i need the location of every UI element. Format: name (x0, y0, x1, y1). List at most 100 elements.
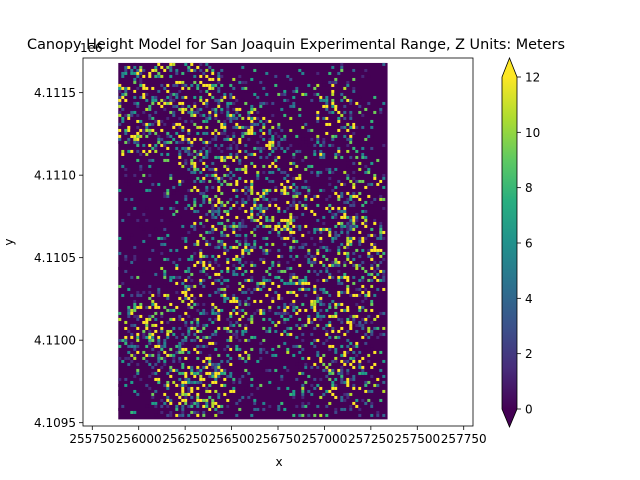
raster-cell (352, 170, 356, 174)
raster-cell (298, 371, 302, 375)
raster-cell (121, 119, 125, 123)
raster-cell (232, 299, 236, 303)
raster-cell (160, 104, 164, 108)
raster-cell (262, 131, 266, 135)
raster-cell (256, 152, 260, 156)
raster-cell (208, 110, 212, 114)
raster-cell (274, 164, 278, 168)
raster-cell (190, 269, 194, 273)
raster-cell (271, 260, 275, 264)
raster-cell (124, 146, 128, 150)
raster-cell (250, 377, 254, 381)
raster-cell (256, 176, 260, 180)
raster-cell (205, 344, 209, 348)
raster-cell (274, 227, 278, 231)
raster-cell (181, 386, 185, 390)
raster-cell (226, 338, 230, 342)
raster-cell (127, 380, 131, 384)
raster-cell (340, 221, 344, 225)
raster-cell (331, 206, 335, 210)
raster-cell (346, 287, 350, 291)
raster-cell (277, 155, 281, 159)
raster-cell (343, 200, 347, 204)
raster-cell (118, 128, 122, 132)
raster-cell (349, 356, 353, 360)
raster-cell (163, 140, 167, 144)
raster-cell (277, 92, 281, 96)
raster-cell (136, 293, 140, 297)
raster-cell (217, 362, 221, 366)
raster-cell (256, 218, 260, 222)
raster-cell (325, 206, 329, 210)
raster-cell (382, 179, 386, 183)
raster-cell (340, 317, 344, 321)
raster-cell (145, 320, 149, 324)
raster-cell (295, 188, 299, 192)
raster-cell (313, 386, 317, 390)
raster-cell (286, 386, 290, 390)
raster-cell (220, 404, 224, 408)
raster-cell (247, 302, 251, 306)
raster-cell (169, 275, 173, 279)
raster-cell (322, 140, 326, 144)
raster-cell (247, 317, 251, 321)
raster-cell (319, 236, 323, 240)
raster-cell (229, 206, 233, 210)
raster-cell (154, 404, 158, 408)
raster-cell (286, 224, 290, 228)
raster-cell (199, 95, 203, 99)
raster-cell (217, 119, 221, 123)
raster-cell (214, 83, 218, 87)
raster-cell (181, 380, 185, 384)
raster-cell (358, 371, 362, 375)
raster-cell (313, 86, 317, 90)
raster-cell (283, 320, 287, 324)
raster-cell (331, 65, 335, 69)
raster-cell (352, 68, 356, 72)
raster-cell (154, 95, 158, 99)
raster-cell (307, 188, 311, 192)
raster-cell (226, 404, 230, 408)
raster-cell (235, 401, 239, 405)
raster-cell (358, 305, 362, 309)
raster-cell (376, 278, 380, 282)
raster-cell (361, 323, 365, 327)
raster-cell (199, 251, 203, 255)
raster-cell (154, 272, 158, 276)
raster-cell (154, 344, 158, 348)
raster-cell (316, 113, 320, 117)
raster-cell (304, 278, 308, 282)
raster-cell (349, 314, 353, 318)
raster-cell (382, 275, 386, 279)
raster-cell (334, 356, 338, 360)
raster-cell (187, 257, 191, 261)
raster-cell (349, 125, 353, 129)
raster-cell (184, 107, 188, 111)
raster-cell (277, 275, 281, 279)
raster-cell (205, 365, 209, 369)
raster-cell (223, 299, 227, 303)
raster-cell (157, 74, 161, 78)
raster-cell (265, 155, 269, 159)
raster-cell (202, 266, 206, 270)
raster-cell (226, 209, 230, 213)
raster-cell (232, 107, 236, 111)
raster-cell (181, 347, 185, 351)
raster-cell (310, 281, 314, 285)
raster-cell (163, 293, 167, 297)
raster-cell (247, 353, 251, 357)
raster-cell (274, 323, 278, 327)
raster-cell (382, 236, 386, 240)
raster-cell (232, 77, 236, 81)
raster-cell (352, 125, 356, 129)
raster-cell (235, 140, 239, 144)
raster-cell (187, 104, 191, 108)
raster-cell (202, 311, 206, 315)
raster-cell (199, 329, 203, 333)
raster-cell (370, 266, 374, 270)
raster-cell (319, 281, 323, 285)
raster-cell (202, 350, 206, 354)
raster-cell (280, 191, 284, 195)
raster-cell (313, 269, 317, 273)
raster-cell (181, 383, 185, 387)
